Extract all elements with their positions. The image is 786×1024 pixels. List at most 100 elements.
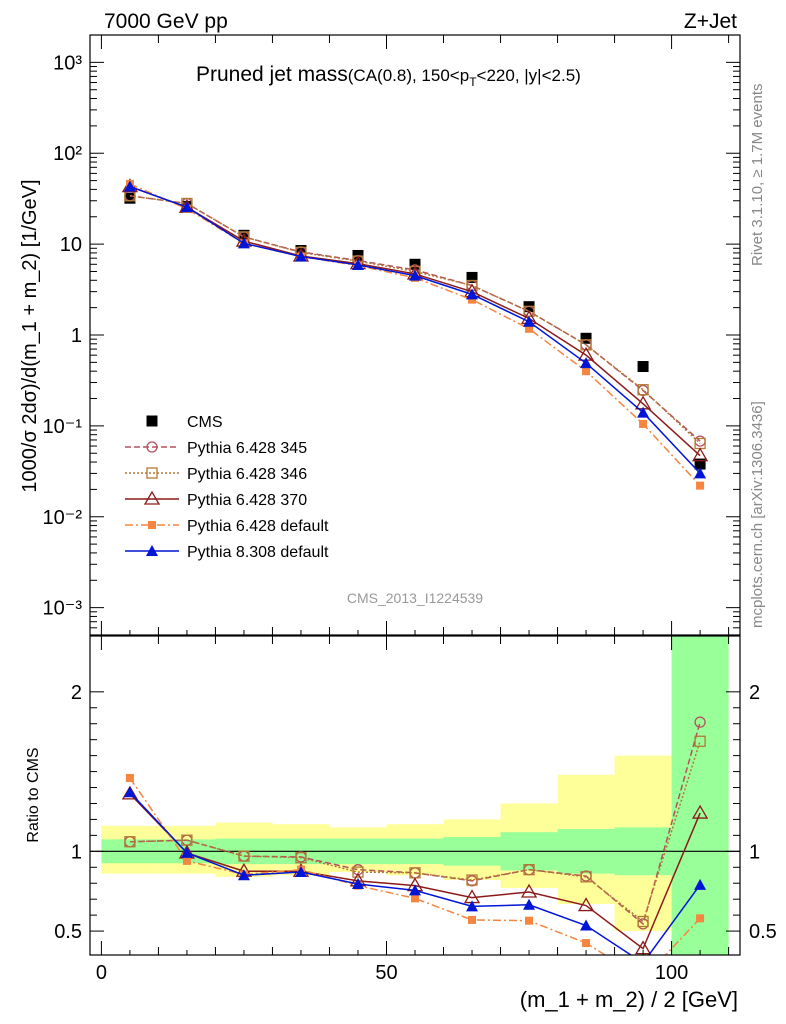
legend-marker [146, 415, 158, 427]
rivet-label: Rivet 3.1.10, ≥ 1.7M events [749, 84, 766, 267]
ratio-point-p345 [694, 716, 706, 728]
top-point-p346 [637, 384, 649, 396]
top-series-p346 [124, 190, 706, 450]
legend-entry-p346: Pythia 6.428 346 [125, 466, 307, 483]
ratio-point-p8def [294, 866, 307, 878]
ratio-point-p8def [237, 869, 250, 881]
legend-marker [146, 467, 158, 479]
legend-entry-p6def: Pythia 6.428 default [125, 518, 329, 535]
ratio-point-p6def [525, 916, 534, 925]
legend-label: CMS [187, 414, 223, 431]
top-point-p6def [468, 295, 477, 304]
legend-entry-p8def: Pythia 8.308 default [125, 544, 329, 561]
top-point-cms [124, 192, 136, 204]
ratio-point-p8def [637, 957, 649, 968]
top-point-cms [295, 245, 307, 257]
header-right-label: Z+Jet [684, 10, 737, 33]
top-point-p370 [691, 447, 709, 462]
top-point-p8def [523, 315, 536, 327]
header-left-label: 7000 GeV pp [104, 10, 228, 33]
top-ytick-label: 10⁻² [43, 507, 83, 529]
chart-title-sub: (CA(0.8), 150<p [348, 66, 469, 85]
top-point-p8def [409, 269, 421, 281]
top-point-cms [637, 361, 649, 373]
legend: CMS Pythia 6.428 345 Pythia 6.428 346 Pythi… [125, 414, 329, 561]
chart-title-main: Pruned jet mass [196, 63, 348, 86]
legend-label: Pythia 6.428 345 [187, 440, 307, 457]
analysis-watermark: CMS_2013_I1224539 [347, 590, 483, 606]
top-point-p8def [180, 201, 193, 213]
ratio-series-p8def [123, 786, 707, 968]
ratio-point-p8def [180, 846, 193, 858]
top-line-p346 [129, 195, 701, 445]
xlabel: (m_1 + m_2) / 2 [GeV] [520, 987, 738, 1012]
chart-title-sub-index: T [469, 75, 477, 89]
ratio-point-p346 [466, 874, 478, 886]
bottom-ytick-label-right: 1 [749, 841, 760, 863]
bottom-ylabel: Ratio to CMS [25, 747, 42, 842]
ratio-point-p8def [580, 919, 593, 931]
ratio-point-p6def [582, 939, 591, 948]
top-ytick-label: 10 [60, 234, 82, 256]
mcplots-label: mcplots.cern.ch [arXiv:1306.3436] [749, 401, 766, 628]
bottom-ytick-label-right: 0.5 [749, 921, 777, 943]
ratio-point-p346 [295, 852, 307, 864]
legend-label: Pythia 6.428 370 [187, 492, 307, 509]
top-ytick-label: 10² [53, 143, 82, 165]
legend-entry-p370: Pythia 6.428 370 [125, 490, 307, 509]
ratio-point-p8def [409, 884, 421, 896]
bottom-ytick-label: 1 [71, 841, 82, 863]
ratio-point-p346 [523, 864, 535, 876]
ratio-point-p346 [580, 871, 592, 883]
xtick-label: 0 [96, 962, 107, 984]
ratio-point-p6def [182, 856, 191, 865]
legend-marker [148, 521, 156, 529]
ratio-point-p346 [124, 836, 136, 848]
top-point-p8def [466, 288, 479, 300]
legend-marker [143, 490, 161, 505]
top-point-p8def [637, 406, 650, 418]
ratio-point-p6def [696, 914, 705, 923]
ratio-point-p346 [238, 850, 250, 862]
legend-entry-cms: CMS [146, 414, 223, 431]
legend-label: Pythia 6.428 346 [187, 466, 307, 483]
legend-marker [146, 545, 158, 556]
top-point-p8def [694, 467, 707, 479]
ratio-point-p8def [351, 878, 364, 890]
xtick-label: 100 [655, 962, 688, 984]
top-ytick-label: 10⁻¹ [43, 416, 83, 438]
legend-marker [146, 441, 158, 453]
top-point-p8def [580, 357, 593, 369]
ratio-point-p6def [411, 894, 419, 903]
ratio-panel-series [121, 716, 709, 968]
top-point-p6def [696, 481, 705, 490]
ratio-point-p6def [125, 773, 134, 782]
ratio-point-p370 [520, 883, 538, 898]
ratio-point-p370 [577, 897, 595, 912]
ratio-series-p346 [124, 735, 706, 928]
legend-label: Pythia 8.308 default [187, 544, 329, 561]
bottom-ytick-label-right: 2 [749, 682, 760, 704]
top-point-cms [466, 271, 478, 283]
top-point-p8def [351, 258, 364, 270]
xtick-label: 50 [375, 962, 397, 984]
ratio-line-p346 [129, 741, 701, 923]
top-series-p345 [124, 190, 706, 447]
bottom-ytick-label: 0.5 [54, 921, 82, 943]
axes: 10⁻³ 10⁻² 10⁻¹ 1 10 10² 10³ 0 50 100 0.5 0.5 1 1 2 2 [43, 34, 777, 984]
legend-entry-p345: Pythia 6.428 345 [125, 440, 307, 457]
top-point-p6def [639, 419, 648, 428]
ratio-point-p370 [691, 804, 709, 819]
top-point-p8def [237, 237, 250, 249]
top-point-p8def [123, 180, 136, 192]
ratio-point-p346 [694, 735, 706, 747]
legend-label: Pythia 6.428 default [187, 518, 329, 535]
ratio-point-p8def [123, 786, 136, 798]
chart-title: Pruned jet mass(CA(0.8), 150<pT<220, |y|… [196, 63, 581, 89]
top-ytick-label: 10³ [53, 52, 82, 74]
top-point-cms [694, 458, 706, 470]
top-point-p8def [294, 250, 307, 262]
ratio-point-p346 [637, 915, 649, 928]
